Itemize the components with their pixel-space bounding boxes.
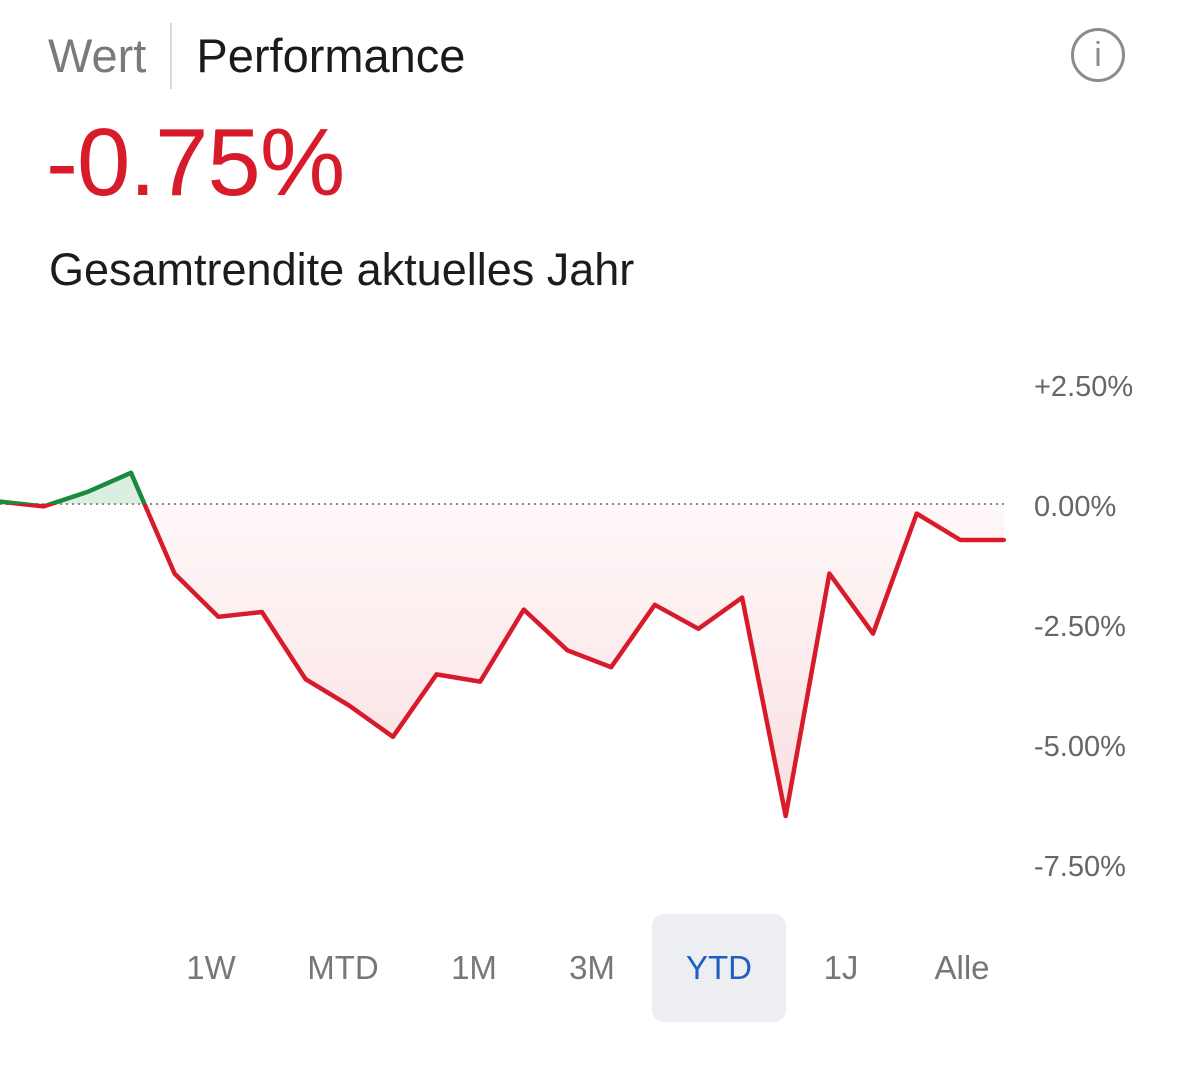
data-point bbox=[478, 679, 483, 684]
data-point bbox=[434, 672, 439, 677]
data-point bbox=[347, 703, 352, 708]
y-tick-label: +2.50% bbox=[1034, 371, 1133, 403]
y-tick-label: -5.00% bbox=[1034, 731, 1126, 763]
data-point bbox=[914, 511, 919, 516]
data-point bbox=[85, 490, 90, 494]
data-point bbox=[129, 470, 133, 475]
view-tabs: Wert Performance bbox=[48, 22, 465, 90]
data-point bbox=[609, 665, 614, 670]
info-glyph: i bbox=[1094, 36, 1102, 74]
tab-wert[interactable]: Wert bbox=[48, 29, 147, 82]
data-point bbox=[216, 614, 221, 619]
y-tick-label: -2.50% bbox=[1034, 611, 1126, 643]
data-point bbox=[827, 571, 832, 576]
performance-caption: Gesamtrendite aktuelles Jahr bbox=[49, 244, 635, 295]
data-point bbox=[958, 538, 963, 542]
period-button-alle[interactable]: Alle bbox=[934, 949, 990, 986]
negative-area bbox=[0, 504, 1004, 816]
data-point bbox=[0, 499, 2, 504]
performance-value: -0.75% bbox=[46, 109, 345, 216]
period-selector: 1W MTD 1M 3M YTD 1J Alle bbox=[140, 914, 1140, 1024]
performance-chart: +2.50% 0.00% -2.50% -5.00% -7.50% bbox=[0, 371, 1133, 883]
period-button-mtd[interactable]: MTD bbox=[307, 949, 379, 986]
period-button-1m[interactable]: 1M bbox=[451, 949, 497, 986]
tab-divider bbox=[170, 23, 173, 89]
period-button-3m[interactable]: 3M bbox=[569, 949, 615, 986]
data-point bbox=[565, 648, 570, 653]
y-tick-label: -7.50% bbox=[1034, 851, 1126, 883]
period-button-1w[interactable]: 1W bbox=[186, 949, 236, 986]
data-point bbox=[740, 595, 745, 600]
tab-performance[interactable]: Performance bbox=[196, 29, 466, 82]
positive-area bbox=[0, 472, 1004, 504]
data-point bbox=[172, 571, 177, 576]
data-point bbox=[303, 677, 308, 682]
y-tick-label: 0.00% bbox=[1034, 491, 1116, 523]
data-point bbox=[652, 602, 657, 607]
info-icon[interactable]: i bbox=[1071, 28, 1125, 82]
data-point bbox=[41, 504, 46, 509]
data-point bbox=[783, 814, 788, 818]
data-point bbox=[1002, 538, 1006, 542]
period-button-ytd[interactable]: YTD bbox=[652, 914, 786, 1022]
data-point bbox=[871, 631, 875, 636]
data-point bbox=[390, 734, 395, 739]
series-line-negative bbox=[1, 504, 1004, 819]
data-point bbox=[696, 626, 701, 631]
data-point bbox=[259, 610, 264, 614]
period-button-1j[interactable]: 1J bbox=[823, 949, 859, 986]
data-point bbox=[521, 607, 526, 612]
